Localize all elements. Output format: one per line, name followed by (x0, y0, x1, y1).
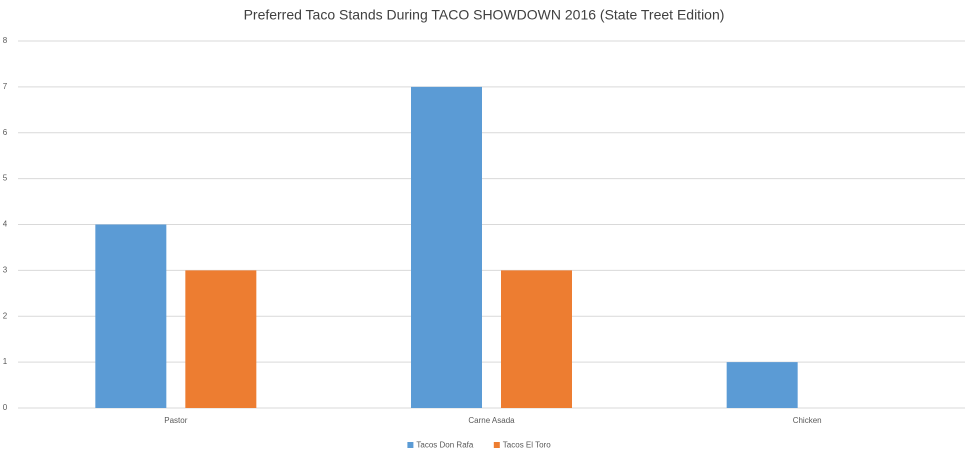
y-tick-label: 4 (3, 220, 8, 229)
legend-swatch (493, 442, 500, 448)
bar (726, 362, 798, 408)
y-tick-label: 5 (3, 174, 8, 183)
legend-label: Tacos El Toro (503, 441, 551, 450)
y-tick-label: 6 (3, 128, 8, 137)
bar (501, 270, 572, 408)
legend-swatch (407, 442, 414, 448)
x-tick-label: Carne Asada (468, 416, 515, 425)
y-tick-label: 2 (3, 311, 8, 320)
y-tick-label: 3 (3, 265, 8, 274)
y-tick-label: 8 (3, 36, 8, 45)
chart-title: Preferred Taco Stands During TACO SHOWDO… (244, 7, 725, 23)
bar (185, 270, 257, 408)
y-tick-label: 7 (3, 82, 8, 91)
legend-label: Tacos Don Rafa (416, 441, 473, 450)
x-tick-label: Chicken (793, 416, 822, 425)
y-tick-label: 0 (3, 403, 8, 412)
x-tick-label: Pastor (164, 416, 187, 425)
bar (411, 86, 482, 408)
y-tick-label: 1 (3, 357, 8, 366)
bar (95, 224, 167, 408)
